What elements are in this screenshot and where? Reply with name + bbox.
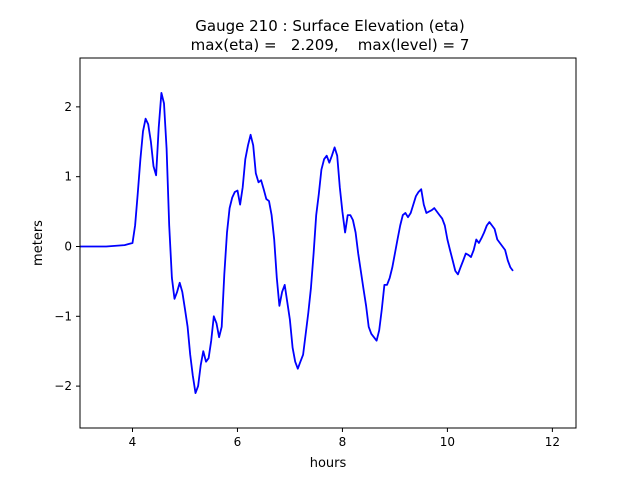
chart-title-line2: max(eta) = 2.209, max(level) = 7 xyxy=(191,36,470,54)
y-tick-label: 0 xyxy=(64,239,72,253)
x-axis: 4 6 8 10 12 xyxy=(129,428,560,449)
series-line xyxy=(80,92,514,395)
y-axis: −2 −1 0 1 2 xyxy=(54,100,80,393)
x-tick-label: 6 xyxy=(234,435,242,449)
x-tick-label: 12 xyxy=(545,435,560,449)
y-tick-label: 1 xyxy=(64,170,72,184)
chart-title-line1: Gauge 210 : Surface Elevation (eta) xyxy=(195,17,464,35)
x-axis-label: hours xyxy=(310,456,347,471)
y-axis-label: meters xyxy=(31,220,46,266)
data-line-layer xyxy=(80,92,514,395)
plot-area xyxy=(79,57,577,429)
y-tick-label: −2 xyxy=(54,379,72,393)
x-tick-label: 8 xyxy=(339,435,347,449)
axes-frame xyxy=(79,57,577,429)
y-tick-label: 2 xyxy=(64,100,72,114)
y-tick-label: −1 xyxy=(54,309,72,323)
x-tick-label: 10 xyxy=(440,435,455,449)
x-tick-label: 4 xyxy=(129,435,137,449)
